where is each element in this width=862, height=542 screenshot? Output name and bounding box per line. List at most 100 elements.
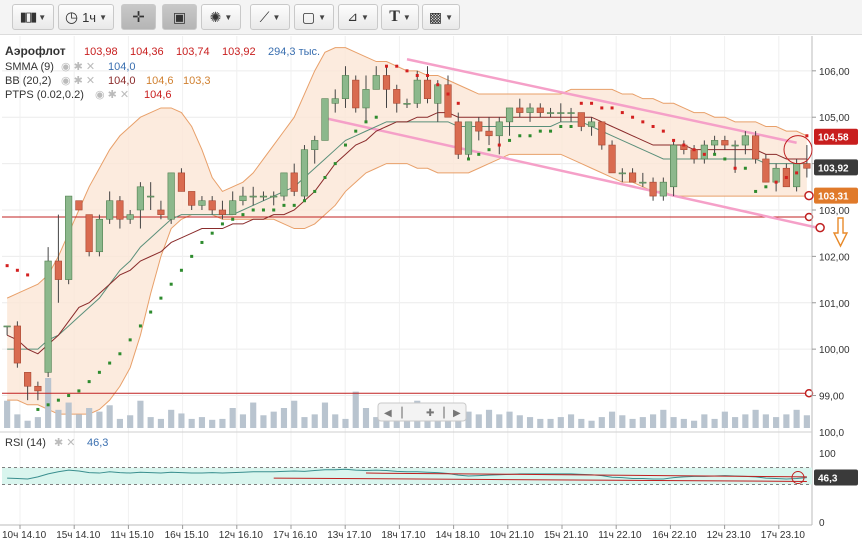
candle-body — [598, 121, 606, 146]
candle-body — [516, 107, 524, 113]
time-tick-label: 11ч 15.10 — [110, 530, 154, 541]
chevron-down-icon: ▼ — [402, 12, 411, 22]
candle-body — [659, 181, 667, 197]
chevron-down-icon: ▼ — [272, 12, 281, 22]
sar-dot — [354, 129, 358, 133]
candle-body — [444, 84, 452, 118]
candle-body — [546, 112, 555, 114]
chart-type-button[interactable]: ▮▯▮ ▼ — [12, 4, 54, 30]
smma-value: 104,0 — [108, 61, 136, 73]
volume-bar — [701, 414, 708, 428]
parabolic-sar — [5, 64, 809, 411]
volume-bar — [116, 418, 123, 428]
indicators-button[interactable]: ✺ ▼ — [201, 4, 241, 30]
volume-bar — [321, 402, 329, 428]
time-tick-label: 12ч 16.10 — [219, 530, 264, 541]
zoom-box-button[interactable]: ▣ — [162, 4, 197, 30]
volume-bar — [506, 411, 513, 428]
scroll-center-icon[interactable]: ✚ — [426, 408, 434, 419]
volume-bar — [86, 408, 93, 428]
volume-bar — [660, 409, 667, 428]
volume-bar — [588, 420, 595, 428]
sar-dot — [200, 240, 204, 244]
rsi-visibility-icon[interactable]: ✱ ✕ — [54, 437, 76, 449]
sar-dot — [169, 282, 173, 286]
candle-body — [700, 144, 708, 160]
legend: Аэрофлот 103,98 104,36 103,74 103,92 294… — [5, 44, 320, 449]
trend-channel — [324, 58, 825, 233]
fib-tool-button[interactable]: ⊿ ▼ — [338, 4, 378, 30]
candle-body — [793, 163, 801, 188]
sar-dot — [528, 134, 532, 138]
chevron-down-icon: ▼ — [38, 12, 47, 22]
volume-bar — [188, 418, 195, 428]
volume-bar — [137, 400, 144, 428]
candles — [3, 66, 811, 401]
candle-body — [208, 200, 216, 211]
crosshair-button[interactable]: ✛ — [121, 4, 156, 30]
candle-body — [34, 385, 42, 392]
candle-body — [618, 172, 626, 175]
time-tick-label: 14ч 18.10 — [436, 530, 481, 541]
time-tick-label: 13ч 17.10 — [327, 530, 372, 541]
candle-body — [731, 144, 739, 147]
rsi-value: 46,3 — [87, 437, 108, 449]
shape-tool-button[interactable]: ▢ ▼ — [294, 4, 334, 30]
sar-dot — [692, 148, 696, 152]
chevron-down-icon: ▼ — [445, 12, 454, 22]
line-tool-button[interactable]: ⟋ ▼ — [250, 4, 290, 30]
volume-bar — [209, 419, 216, 428]
sar-dot — [805, 134, 809, 138]
candle-body — [772, 167, 780, 183]
ptps-visibility-icon[interactable]: ◉ ✱ ✕ — [95, 89, 129, 101]
rsi-marker — [791, 471, 805, 485]
candle-body — [270, 195, 278, 198]
sar-dot — [672, 138, 676, 142]
volume-bar — [168, 409, 175, 428]
time-axis: 10ч 14.10 15ч 14.10 11ч 15.10 16ч 15.10 12ч … — [0, 524, 812, 541]
toolbar: ▮▯▮ ▼ ◷ 1ч ▼ ✛ ▣ ✺ ▼ ⟋ ▼ ▢ ▼ ⊿ ▼ T ▼ ▩ ▼ — [0, 0, 862, 35]
volume-bar — [598, 417, 605, 428]
volume-bar — [4, 400, 11, 428]
candle-body — [536, 107, 544, 113]
fib-tool-icon: ⊿ — [347, 9, 358, 24]
shape-tool-icon: ▢ — [301, 8, 316, 25]
rsi-panel: 100500 — [0, 431, 836, 529]
timeframe-button[interactable]: ◷ 1ч ▼ — [58, 4, 114, 30]
volume-axis-label: 100,0 — [819, 428, 844, 439]
candle-body — [577, 112, 585, 127]
smma-visibility-icon[interactable]: ◉ ✱ ✕ — [61, 61, 95, 73]
sar-dot — [97, 370, 101, 374]
rsi-line — [7, 468, 807, 480]
legend-close: 103,92 — [222, 46, 256, 58]
volume-bar — [332, 414, 339, 428]
rsi-tick-label: 0 — [819, 518, 825, 529]
scroll-control[interactable]: ◀ ┃ ✚ ┃ ▶ — [377, 402, 467, 422]
candle-body — [167, 172, 175, 220]
scroll-left-icon[interactable]: ◀ — [384, 408, 392, 419]
scroll-grip-icon: ┃ — [441, 406, 447, 419]
down-arrow-annotation — [832, 217, 849, 248]
price-badge-label: 104,58 — [818, 133, 849, 144]
sar-dot — [651, 124, 655, 128]
image-tool-button[interactable]: ▩ ▼ — [422, 4, 460, 30]
volume-bar — [793, 409, 800, 428]
candle-body — [587, 121, 596, 127]
volume-bar — [342, 418, 349, 428]
volume-bar — [629, 418, 636, 428]
volume-bar — [526, 417, 534, 428]
volume-bar — [239, 414, 247, 428]
sar-dot — [220, 222, 224, 226]
svg-text:◉ ✱ ✕: ◉ ✱ ✕ — [61, 61, 95, 73]
ptps-value: 104,6 — [144, 89, 172, 101]
scroll-right-icon[interactable]: ▶ — [453, 408, 461, 419]
volume-bar — [250, 402, 257, 428]
sar-dot — [210, 231, 214, 235]
legend-open: 103,98 — [84, 46, 118, 58]
sar-dot — [67, 394, 71, 398]
volume-bar — [301, 417, 308, 428]
volume-bar — [229, 408, 236, 428]
text-tool-button[interactable]: T ▼ — [381, 4, 419, 30]
bb-visibility-icon[interactable]: ◉ ✱ ✕ — [61, 75, 95, 87]
